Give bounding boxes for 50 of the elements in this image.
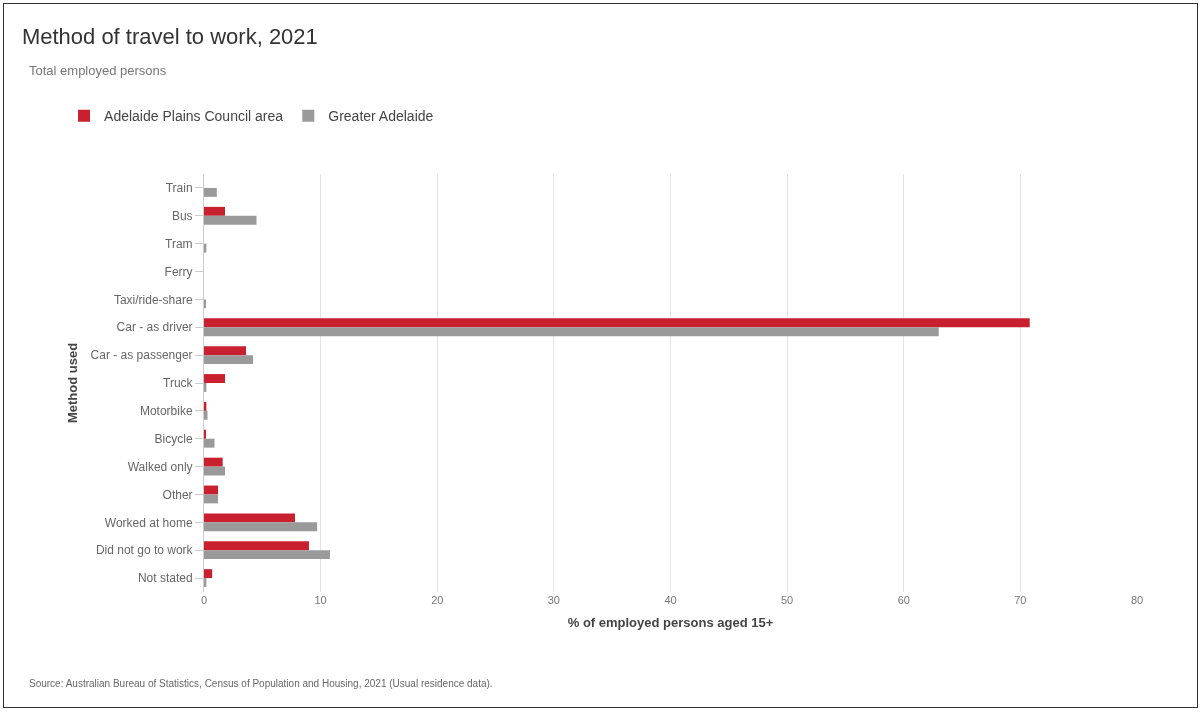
y-tick-label: Did not go to work [95, 543, 194, 558]
bar [204, 374, 225, 383]
legend-label: Adelaide Plains Council area [104, 108, 284, 125]
y-tick-label: Not stated [137, 571, 193, 586]
x-tick-label: 50 [781, 594, 794, 606]
bar [204, 513, 295, 523]
y-tick-label: Tram [165, 236, 193, 251]
text: Total employed persons [29, 63, 167, 78]
x-tick-label: 80 [1130, 594, 1144, 606]
bar [204, 457, 223, 467]
bar [204, 550, 330, 560]
source-note: Source: Australian Bureau of Statistics, Census of Population and Housing, 2021 (Usual residence data). [29, 678, 493, 689]
y-tick-label: Walked only [127, 459, 193, 474]
x-tick-label: 20 [431, 594, 444, 606]
bar [204, 318, 1030, 328]
bar [204, 187, 217, 197]
bar [204, 485, 218, 495]
y-tick-label: Car - as passenger [90, 348, 193, 363]
bar [204, 215, 257, 225]
bar [204, 327, 939, 337]
y-tick-label: Truck [163, 376, 194, 391]
chart-title: Method of travel to work, 2021 [21, 24, 318, 49]
legend-label: Greater Adelaide [328, 108, 434, 125]
bar [204, 438, 215, 448]
bar [204, 569, 213, 579]
y-tick-label: Car - as driver [116, 320, 193, 335]
y-tick-label: Taxi/ride-share [113, 292, 193, 307]
y-tick-label: Motorbike [139, 404, 193, 419]
y-tick-label: Train [165, 181, 193, 196]
x-axis-title: % of employed persons aged 15+ [567, 614, 774, 630]
x-tick-label: 30 [547, 594, 561, 606]
bar [204, 522, 318, 532]
y-tick-label: Other [162, 487, 193, 502]
bar [204, 346, 246, 356]
bar [204, 410, 208, 420]
x-tick-label: 10 [314, 594, 327, 606]
x-tick-label: 60 [897, 594, 910, 606]
y-axis-title: Method used [64, 342, 80, 424]
bar [204, 494, 218, 504]
y-tick-label: Bicycle [154, 431, 193, 446]
bar [204, 206, 225, 216]
x-tick-label: 40 [664, 594, 677, 606]
y-tick-label: Ferry [164, 264, 193, 279]
bar [204, 466, 225, 476]
x-tick-label: 0 [200, 594, 208, 606]
bar [204, 355, 253, 365]
y-tick-label: Bus [171, 209, 193, 223]
x-tick-label: 70 [1014, 594, 1027, 606]
y-tick-label: Worked at home [104, 515, 193, 530]
bar [204, 541, 309, 551]
